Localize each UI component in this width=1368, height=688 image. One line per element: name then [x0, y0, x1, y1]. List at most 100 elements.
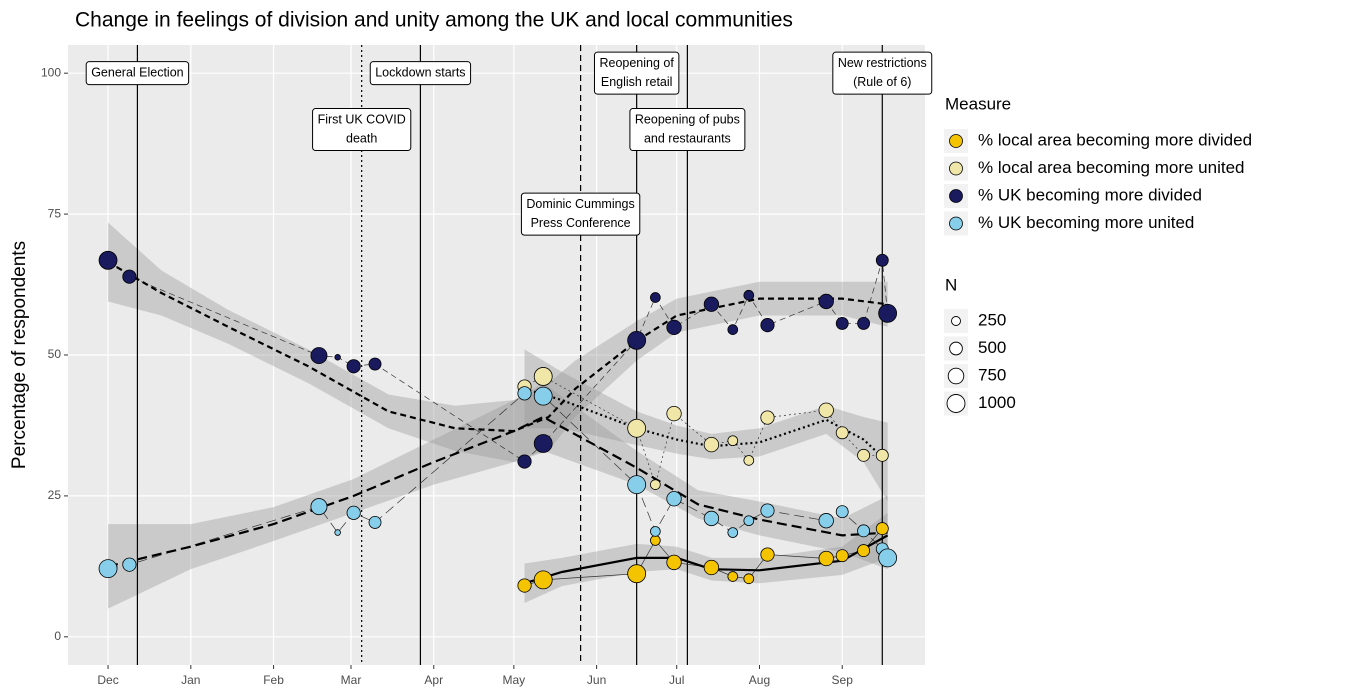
x-tick-label: Jan	[181, 673, 200, 687]
event-label-text: First UK COVID	[318, 112, 406, 126]
data-point	[857, 524, 871, 538]
y-tick-label: 100	[41, 65, 61, 79]
confidence-band	[108, 383, 888, 609]
data-point	[743, 515, 755, 527]
data-point	[760, 318, 775, 333]
data-point	[98, 250, 118, 270]
event-label-box	[593, 51, 680, 95]
x-tick-label: Apr	[424, 673, 443, 687]
size-key	[946, 394, 966, 413]
confidence-band	[524, 349, 888, 502]
event-label-text: and restaurants	[644, 131, 731, 145]
data-point	[875, 253, 889, 267]
data-point	[650, 479, 661, 490]
event-label-box	[312, 108, 412, 152]
data-point	[98, 559, 118, 579]
x-tick-label: May	[503, 673, 526, 687]
data-point	[650, 526, 661, 537]
legend-key	[949, 216, 963, 231]
legend-key	[949, 161, 963, 176]
trend-line	[107, 415, 888, 568]
data-point	[517, 454, 532, 469]
data-point	[666, 405, 682, 422]
data-point	[835, 505, 849, 519]
data-point	[666, 319, 682, 336]
y-tick-label: 25	[48, 488, 62, 502]
data-point	[666, 554, 682, 571]
event-label-box	[369, 61, 472, 86]
data-point	[743, 289, 755, 301]
data-point	[122, 557, 137, 572]
data-point	[878, 303, 898, 323]
legend-label: % local area becoming more united	[978, 158, 1244, 177]
event-label: First UK COVID death	[312, 108, 412, 152]
data-point	[878, 548, 898, 568]
data-point	[650, 292, 661, 303]
data-point	[818, 402, 834, 418]
size-legend-label: 500	[978, 338, 1006, 357]
legend-title: Measure	[945, 94, 1011, 113]
data-point	[666, 491, 682, 507]
data-point	[818, 293, 834, 310]
event-label: Lockdown starts	[369, 61, 472, 86]
event-label-text: death	[346, 131, 377, 145]
y-axis-label: Percentage of respondents	[9, 241, 30, 469]
event-label-box	[629, 108, 746, 152]
x-tick-label: Aug	[749, 673, 770, 687]
data-point	[818, 550, 834, 567]
event-label-text: General Election	[91, 65, 183, 79]
legend-label: % UK becoming more united	[978, 213, 1194, 232]
data-point	[875, 448, 889, 462]
data-point	[368, 515, 382, 529]
event-label-text: Lockdown starts	[375, 65, 465, 79]
data-point	[857, 316, 871, 330]
data-point	[703, 559, 720, 576]
size-key	[947, 367, 965, 385]
data-point	[835, 426, 849, 440]
data-point	[627, 330, 647, 350]
event-label-text: Reopening of	[599, 56, 674, 70]
event-label: General Election	[85, 61, 190, 86]
data-point	[533, 367, 553, 386]
legend-label: % local area becoming more divided	[978, 130, 1252, 149]
trend-line	[107, 261, 888, 433]
event-label-text: Dominic Cummings	[526, 197, 634, 211]
data-point	[727, 435, 739, 447]
confidence-band	[108, 222, 888, 463]
data-point	[727, 324, 739, 335]
data-point	[533, 434, 553, 453]
event-label-text: English retail	[601, 75, 673, 89]
x-tick-label: Jul	[669, 673, 684, 687]
data-point	[818, 513, 834, 529]
x-tick-label: Jun	[587, 673, 606, 687]
event-label-box	[520, 192, 641, 236]
data-point	[743, 455, 755, 466]
data-point	[533, 570, 553, 590]
event-label-text: (Rule of 6)	[853, 75, 911, 89]
data-point	[835, 316, 849, 330]
x-tick-label: Mar	[341, 673, 362, 687]
y-tick-label: 75	[48, 206, 62, 220]
data-point	[334, 354, 341, 361]
size-legend-label: 250	[978, 310, 1006, 329]
event-label-text: Press Conference	[531, 216, 631, 230]
x-tick-label: Feb	[263, 673, 284, 687]
data-point	[517, 578, 532, 593]
data-point	[727, 571, 739, 582]
data-point	[857, 544, 871, 558]
data-point	[310, 498, 328, 516]
x-tick-label: Sep	[832, 673, 854, 687]
data-point	[334, 529, 341, 536]
data-point	[835, 549, 849, 563]
data-point	[760, 503, 775, 518]
event-label: Reopening of pubs and restaurants	[629, 108, 746, 152]
data-point	[122, 269, 137, 284]
data-point	[703, 436, 720, 453]
legend-label: % UK becoming more divided	[978, 185, 1202, 204]
data-point	[650, 535, 661, 546]
data-point	[627, 418, 647, 438]
data-point	[627, 475, 647, 495]
y-tick-label: 0	[54, 629, 61, 643]
